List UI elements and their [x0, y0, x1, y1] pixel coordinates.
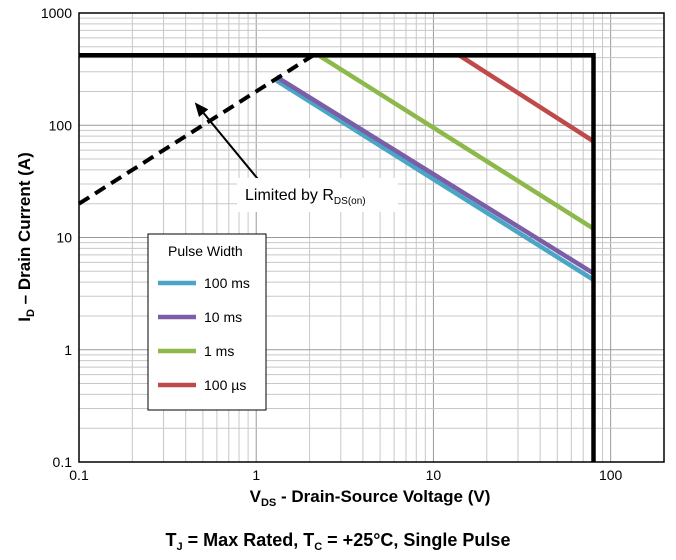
rds-annotation: Limited by RDS(on)	[194, 102, 398, 212]
legend-label: 1 ms	[204, 343, 234, 359]
y-tick-label: 0.1	[53, 454, 73, 470]
chart-caption: TJ = Max Rated, TC = +25°C, Single Pulse	[166, 530, 511, 553]
legend-label: 100 ms	[204, 275, 250, 291]
x-tick-label: 1	[252, 467, 260, 483]
annotation-label: Limited by RDS(on)	[245, 187, 366, 207]
y-tick-label: 100	[49, 117, 73, 133]
y-axis-title: ID – Drain Current (A)	[15, 152, 37, 321]
x-tick-label: 10	[426, 467, 442, 483]
series-line	[275, 78, 595, 282]
legend-label: 100 µs	[204, 377, 246, 393]
soa-boundary-line	[79, 53, 596, 462]
x-tick-label: 100	[599, 467, 623, 483]
legend: Pulse Width 100 ms 10 ms 1 ms 100 µs	[147, 233, 267, 411]
y-tick-label: 10	[56, 230, 72, 246]
series-line	[317, 53, 595, 231]
annotation-box	[237, 178, 398, 212]
grid-lines	[78, 13, 665, 463]
tick-labels: 0.1 1 10 100 0.1 1 10 100 1000	[41, 5, 623, 483]
legend-title: Pulse Width	[168, 243, 243, 259]
series-line	[275, 74, 595, 276]
series-line	[458, 53, 595, 144]
y-tick-label: 1000	[41, 5, 72, 21]
legend-label: 10 ms	[204, 309, 242, 325]
x-tick-label: 0.1	[69, 467, 89, 483]
legend-box	[147, 233, 267, 411]
series-lines	[77, 53, 596, 462]
rds-on-limit-line	[77, 53, 315, 206]
x-axis-title: VDS - Drain-Source Voltage (V)	[250, 487, 491, 509]
y-tick-label: 1	[64, 342, 72, 358]
legend-items: 100 ms 10 ms 1 ms 100 µs	[158, 275, 250, 393]
plot-frame	[78, 12, 665, 463]
annotation-arrowhead	[194, 102, 209, 117]
annotation-arrow	[202, 112, 263, 185]
